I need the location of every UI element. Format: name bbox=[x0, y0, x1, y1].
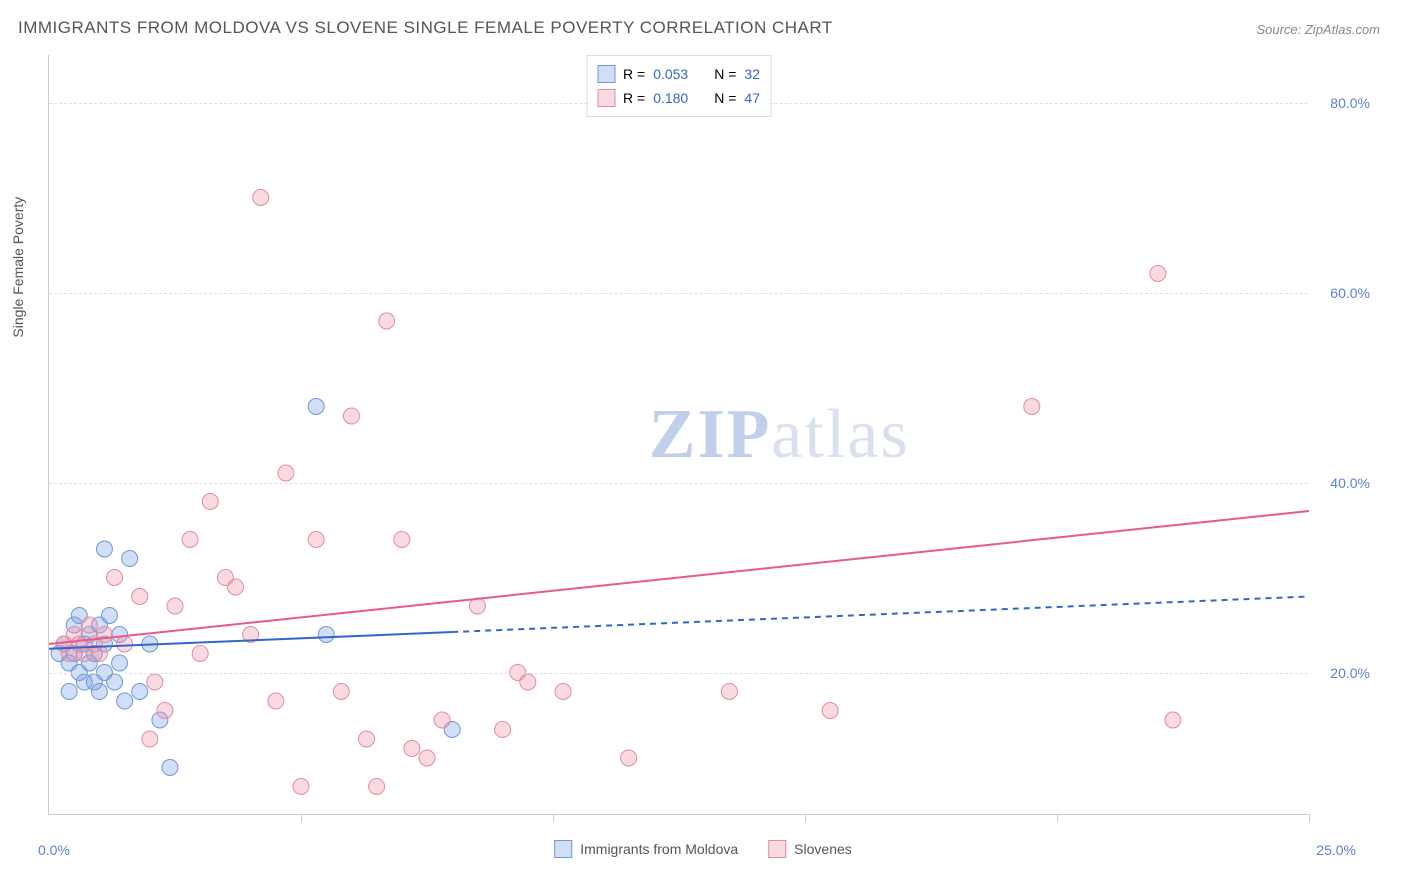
scatter-point bbox=[394, 532, 410, 548]
scatter-point bbox=[112, 655, 128, 671]
legend-r-value-slovenes: 0.180 bbox=[653, 90, 688, 106]
scatter-point bbox=[142, 731, 158, 747]
legend-series-box: Immigrants from Moldova Slovenes bbox=[554, 840, 852, 858]
scatter-point bbox=[81, 617, 97, 633]
y-tick-label: 20.0% bbox=[1330, 665, 1370, 681]
gridline-h bbox=[49, 483, 1308, 484]
scatter-point bbox=[107, 674, 123, 690]
scatter-point bbox=[318, 627, 334, 643]
plot-svg bbox=[49, 55, 1308, 814]
y-tick-label: 60.0% bbox=[1330, 285, 1370, 301]
source-attribution: Source: ZipAtlas.com bbox=[1256, 22, 1380, 37]
scatter-point bbox=[182, 532, 198, 548]
scatter-point bbox=[268, 693, 284, 709]
x-tick bbox=[553, 814, 554, 822]
scatter-point bbox=[333, 684, 349, 700]
y-tick-label: 80.0% bbox=[1330, 95, 1370, 111]
scatter-point bbox=[91, 684, 107, 700]
swatch-slovenes-icon bbox=[768, 840, 786, 858]
swatch-moldova-icon bbox=[597, 65, 615, 83]
scatter-point bbox=[107, 570, 123, 586]
scatter-point bbox=[91, 646, 107, 662]
scatter-point bbox=[162, 760, 178, 776]
scatter-point bbox=[369, 779, 385, 795]
scatter-point bbox=[278, 465, 294, 481]
scatter-point bbox=[253, 190, 269, 206]
scatter-point bbox=[1165, 712, 1181, 728]
scatter-point bbox=[227, 579, 243, 595]
legend-series-label-slovenes: Slovenes bbox=[794, 841, 852, 857]
scatter-point bbox=[147, 674, 163, 690]
legend-n-value-moldova: 32 bbox=[744, 66, 760, 82]
scatter-point bbox=[419, 750, 435, 766]
scatter-point bbox=[101, 608, 117, 624]
legend-r-label: R = bbox=[623, 66, 645, 82]
x-tick bbox=[1309, 814, 1310, 822]
trend-line bbox=[49, 511, 1309, 644]
legend-row-slovenes: R = 0.180 N = 47 bbox=[597, 86, 760, 110]
scatter-point bbox=[167, 598, 183, 614]
swatch-slovenes-icon bbox=[597, 89, 615, 107]
plot-area: ZIPatlas R = 0.053 N = 32 R = 0.180 N = … bbox=[48, 55, 1308, 815]
scatter-point bbox=[117, 693, 133, 709]
scatter-point bbox=[343, 408, 359, 424]
scatter-point bbox=[434, 712, 450, 728]
legend-item-moldova: Immigrants from Moldova bbox=[554, 840, 738, 858]
x-axis-max-label: 25.0% bbox=[1316, 842, 1356, 858]
scatter-point bbox=[495, 722, 511, 738]
scatter-point bbox=[192, 646, 208, 662]
scatter-point bbox=[157, 703, 173, 719]
scatter-point bbox=[469, 598, 485, 614]
scatter-point bbox=[117, 636, 133, 652]
chart-container: IMMIGRANTS FROM MOLDOVA VS SLOVENE SINGL… bbox=[0, 0, 1406, 892]
scatter-point bbox=[1150, 266, 1166, 282]
scatter-point bbox=[621, 750, 637, 766]
swatch-moldova-icon bbox=[554, 840, 572, 858]
scatter-point bbox=[721, 684, 737, 700]
legend-r-value-moldova: 0.053 bbox=[653, 66, 688, 82]
scatter-point bbox=[96, 541, 112, 557]
x-tick bbox=[301, 814, 302, 822]
scatter-point bbox=[96, 627, 112, 643]
y-tick-label: 40.0% bbox=[1330, 475, 1370, 491]
legend-correlation-box: R = 0.053 N = 32 R = 0.180 N = 47 bbox=[586, 55, 771, 117]
scatter-point bbox=[520, 674, 536, 690]
legend-n-value-slovenes: 47 bbox=[744, 90, 760, 106]
scatter-point bbox=[379, 313, 395, 329]
y-axis-label: Single Female Poverty bbox=[10, 197, 26, 338]
scatter-point bbox=[555, 684, 571, 700]
scatter-point bbox=[308, 399, 324, 415]
scatter-point bbox=[359, 731, 375, 747]
legend-series-label-moldova: Immigrants from Moldova bbox=[580, 841, 738, 857]
scatter-point bbox=[122, 551, 138, 567]
legend-r-label: R = bbox=[623, 90, 645, 106]
gridline-h bbox=[49, 293, 1308, 294]
scatter-point bbox=[132, 684, 148, 700]
scatter-point bbox=[404, 741, 420, 757]
scatter-point bbox=[822, 703, 838, 719]
trend-line-extrapolated bbox=[452, 597, 1309, 633]
scatter-point bbox=[1024, 399, 1040, 415]
chart-title: IMMIGRANTS FROM MOLDOVA VS SLOVENE SINGL… bbox=[18, 18, 833, 38]
scatter-point bbox=[308, 532, 324, 548]
scatter-point bbox=[132, 589, 148, 605]
scatter-point bbox=[202, 494, 218, 510]
scatter-point bbox=[61, 684, 77, 700]
legend-row-moldova: R = 0.053 N = 32 bbox=[597, 62, 760, 86]
legend-n-label: N = bbox=[714, 66, 736, 82]
x-axis-min-label: 0.0% bbox=[38, 842, 70, 858]
x-tick bbox=[805, 814, 806, 822]
gridline-h bbox=[49, 673, 1308, 674]
scatter-point bbox=[293, 779, 309, 795]
legend-n-label: N = bbox=[714, 90, 736, 106]
x-tick bbox=[1057, 814, 1058, 822]
legend-item-slovenes: Slovenes bbox=[768, 840, 852, 858]
